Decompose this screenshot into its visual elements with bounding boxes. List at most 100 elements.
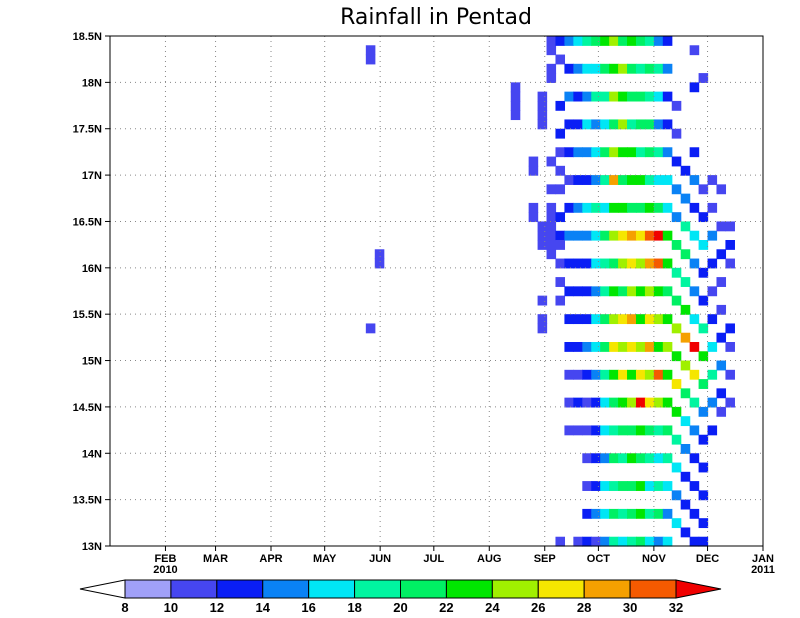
heatmap-cell xyxy=(671,212,682,223)
heatmap-cell xyxy=(671,379,682,389)
heatmap-cell xyxy=(537,221,548,232)
heatmap-cell xyxy=(618,397,628,408)
heatmap-cell xyxy=(600,258,610,269)
x-tick-label: JUL xyxy=(423,553,444,565)
heatmap-cell xyxy=(546,184,557,195)
heatmap-cell xyxy=(609,91,619,102)
heatmap-cell xyxy=(573,369,583,380)
heatmap-cell xyxy=(510,100,521,111)
heatmap-cell xyxy=(528,156,539,167)
heatmap-cell xyxy=(555,277,566,287)
heatmap-cell xyxy=(365,45,376,56)
heatmap-cell xyxy=(573,425,583,436)
heatmap-cell xyxy=(582,119,592,130)
heatmap-cell xyxy=(662,258,673,269)
heatmap-cell xyxy=(680,499,691,510)
heatmap-cell xyxy=(609,397,619,408)
colorbar-label: 26 xyxy=(531,600,545,615)
heatmap-cell xyxy=(510,91,521,102)
heatmap-cell xyxy=(546,221,557,232)
colorbar-label: 12 xyxy=(210,600,224,615)
heatmap-cell xyxy=(627,36,637,46)
heatmap-cell xyxy=(635,342,646,352)
heatmap-cell xyxy=(662,63,673,74)
heatmap-cell xyxy=(653,453,664,464)
heatmap-cell xyxy=(546,73,557,83)
heatmap-cell xyxy=(573,314,583,325)
heatmap-cell xyxy=(627,481,637,491)
heatmap-cell xyxy=(635,536,646,547)
heatmap-cell xyxy=(635,175,646,185)
x-tick-label: OCT xyxy=(587,553,611,565)
heatmap-cell xyxy=(644,91,655,102)
heatmap-cell xyxy=(591,397,601,408)
heatmap-cell xyxy=(689,147,700,158)
y-tick-label: 17N xyxy=(82,170,102,182)
heatmap-cell xyxy=(716,304,727,315)
heatmap-cell xyxy=(573,536,583,547)
heatmap-cell xyxy=(644,119,655,130)
heatmap-cell xyxy=(546,156,557,167)
colorbar-box xyxy=(583,579,631,599)
heatmap-cell xyxy=(698,73,709,83)
heatmap-cell xyxy=(725,342,735,352)
heatmap-cell xyxy=(689,45,700,56)
heatmap-cell xyxy=(671,434,682,445)
heatmap-cell xyxy=(546,63,557,74)
heatmap-cell xyxy=(707,230,718,241)
colorbar-label: 32 xyxy=(669,600,683,615)
heatmap-cell xyxy=(653,147,664,158)
y-tick-label: 15.5N xyxy=(73,309,102,321)
y-tick-label: 15N xyxy=(82,356,102,368)
heatmap-cell xyxy=(716,388,727,399)
x-tick-label: JAN xyxy=(752,553,774,565)
heatmap-cell xyxy=(609,202,619,213)
heatmap-cell xyxy=(662,425,673,436)
heatmap-cell xyxy=(618,453,628,464)
heatmap-cell xyxy=(564,36,574,46)
heatmap-cell xyxy=(680,332,691,343)
heatmap-cell xyxy=(591,286,601,297)
heatmap-cell xyxy=(653,91,664,102)
heatmap-cell xyxy=(627,453,637,464)
y-tick-label: 13.5N xyxy=(73,495,102,507)
heatmap-cell xyxy=(662,119,673,130)
heatmap-cell xyxy=(662,481,673,491)
heatmap-cell xyxy=(644,147,655,158)
heatmap-cell xyxy=(698,490,709,501)
heatmap-cell xyxy=(698,212,709,223)
heatmap-cell xyxy=(635,508,646,519)
heatmap-cell xyxy=(600,425,610,436)
heatmap-cell xyxy=(582,286,592,297)
heatmap-cell xyxy=(609,147,619,158)
heatmap-cell xyxy=(600,536,610,547)
heatmap-cell xyxy=(528,212,539,223)
heatmap-cell xyxy=(671,128,682,139)
heatmap-cell xyxy=(564,91,574,102)
x-tick-label: SEP xyxy=(534,553,556,565)
heatmap-cell xyxy=(510,82,521,93)
heatmap-cell xyxy=(653,397,664,408)
heatmap-cell xyxy=(582,175,592,185)
heatmap-cell xyxy=(609,119,619,130)
heatmap-cell xyxy=(725,240,735,250)
x-tick-label: MAR xyxy=(203,553,228,565)
heatmap-cell xyxy=(573,230,583,241)
heatmap-cell xyxy=(671,267,682,278)
colorbar-label: 18 xyxy=(347,600,361,615)
heatmap-cell xyxy=(627,369,637,380)
heatmap-cell xyxy=(618,63,628,74)
heatmap-cell xyxy=(555,36,566,46)
heatmap-cell xyxy=(537,314,548,325)
heatmap-cell xyxy=(653,342,664,352)
heatmap-cell xyxy=(618,286,628,297)
heatmap-cell xyxy=(555,54,566,65)
heatmap-cell xyxy=(365,54,376,65)
heatmap-cell xyxy=(644,397,655,408)
heatmap-cell xyxy=(618,369,628,380)
heatmap-cell xyxy=(573,36,583,46)
heatmap-cell xyxy=(707,397,718,408)
heatmap-cell xyxy=(546,230,557,241)
heatmap-cell xyxy=(600,202,610,213)
heatmap-cell xyxy=(716,360,727,371)
